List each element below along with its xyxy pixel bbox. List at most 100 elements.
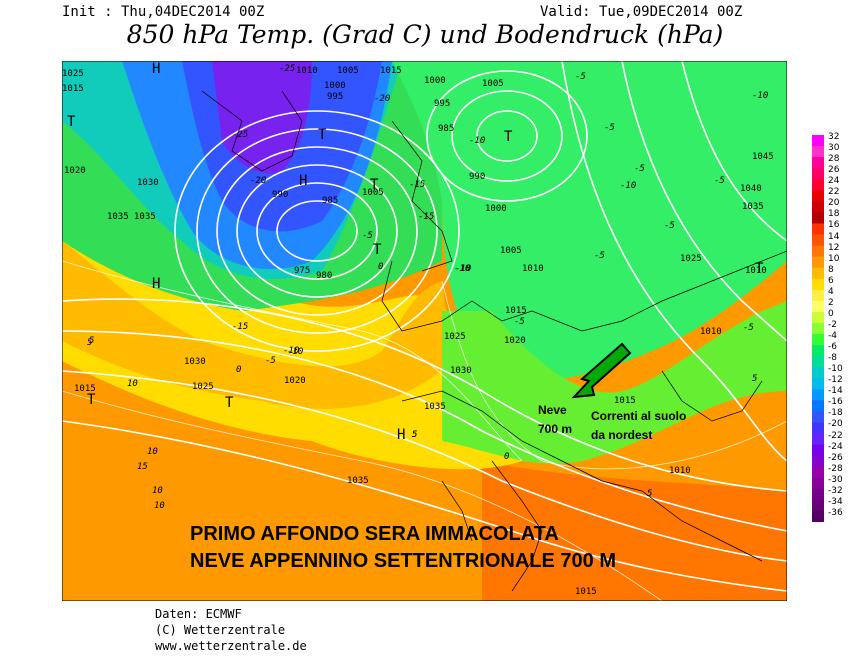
isobars (62, 61, 787, 592)
pressure-label: 1025 (192, 382, 214, 392)
colorbar-label: -26 (828, 452, 843, 463)
correnti-label-2: da nordest (591, 428, 652, 442)
field-dark-orange (482, 461, 787, 601)
colorbar-swatch (812, 168, 824, 180)
pressure-label: 985 (438, 124, 454, 134)
temperature-label: 10 (154, 501, 165, 511)
pressure-center: T (504, 129, 513, 145)
coastlines (201, 90, 787, 592)
pressure-center: T (318, 127, 327, 143)
temperature-label: -10 (752, 91, 768, 101)
colorbar-swatch (812, 267, 824, 280)
temperature-label: -10 (620, 181, 636, 191)
pressure-label: 1015 (505, 306, 527, 316)
colorbar-label: 26 (828, 165, 840, 176)
pressure-label: 1005 (362, 188, 384, 198)
temperature-label: 5 (412, 430, 417, 440)
colorbar-label: -8 (828, 353, 837, 364)
annotation-arrow (571, 342, 632, 399)
temperature-label: 10 (147, 447, 158, 457)
pressure-label: 1015 (380, 66, 402, 76)
temperature-label: -25 (232, 130, 248, 140)
pressure-center-layer: H H H H T T T T T T T T (67, 61, 764, 443)
colorbar-label: -20 (828, 419, 843, 430)
pressure-label: 1045 (752, 152, 774, 162)
temperature-label: -15 (418, 212, 434, 222)
colorbar-label: 18 (828, 209, 840, 220)
colorbar-swatch (812, 400, 824, 412)
colorbar-label: 20 (828, 198, 840, 209)
colorbar-label: 2 (828, 297, 834, 308)
footer-website[interactable]: www.wetterzentrale.de (155, 639, 307, 653)
pressure-center: H (152, 276, 160, 292)
pressure-label: 1010 (669, 466, 691, 476)
pressure-label: 1005 (337, 66, 359, 76)
pressure-center: T (373, 242, 382, 258)
pressure-label: 990 (272, 190, 288, 200)
pressure-label: 1030 (450, 366, 472, 376)
pressure-label: 1005 (482, 79, 504, 89)
colorbar-label: 0 (828, 308, 834, 319)
pressure-label: 975 (294, 266, 310, 276)
temperature-label: 5 (89, 336, 94, 346)
colorbar-swatch (812, 300, 824, 313)
pressure-label: 1025 (444, 332, 466, 342)
pressure-label-layer: 1025 1015 1020 1030 1035 1010 1005 1000 … (62, 66, 774, 597)
colorbar-swatch (812, 488, 824, 501)
valid-time: Valid: Tue,09DEC2014 00Z (540, 4, 743, 20)
temperature-label: -5 (575, 72, 586, 82)
temperature-label: -25 (279, 64, 295, 74)
colorbar-label: 22 (828, 187, 840, 198)
pressure-label: 990 (469, 172, 485, 182)
colorbar-swatch (812, 455, 824, 468)
temperature-label: 5 (752, 374, 757, 384)
pressure-label: 995 (327, 92, 343, 102)
temperature-label: -5 (265, 356, 276, 366)
temperature-label: -10 (287, 347, 303, 357)
weather-map: 1025 1015 1020 1030 1035 1010 1005 1000 … (62, 61, 787, 601)
colorbar-label: -16 (828, 397, 843, 408)
colorbar-swatch (812, 245, 824, 258)
temperature-label: -20 (250, 176, 266, 186)
temperature-label: -10 (455, 264, 471, 274)
temperature-label: 15 (137, 462, 148, 472)
colorbar-label: 30 (828, 143, 840, 154)
pressure-center: T (67, 114, 76, 130)
pressure-label: 1000 (324, 81, 346, 91)
temperature-label: -5 (664, 221, 675, 231)
colorbar-swatch (812, 499, 824, 512)
pressure-label: 1035 (424, 402, 446, 412)
temperature-label: 0 (236, 365, 241, 375)
colorbar-label: -14 (828, 386, 843, 397)
colorbar-label: 28 (828, 154, 840, 165)
field-yellow2 (62, 241, 452, 409)
colorbar-swatch (812, 201, 824, 213)
colorbar (812, 135, 824, 522)
pressure-label: 1030 (184, 357, 206, 367)
colorbar-swatch (812, 422, 824, 435)
colorbar-swatch (812, 444, 824, 457)
temperature-label: -20 (374, 94, 390, 104)
colorbar-label: -18 (828, 408, 843, 419)
temperature-label: -5 (604, 123, 615, 133)
colorbar-label: 24 (828, 176, 840, 187)
pressure-label: 1015 (575, 587, 597, 597)
colorbar-swatch (812, 510, 824, 522)
colorbar-label: -6 (828, 342, 837, 353)
colorbar-swatch (812, 378, 824, 390)
pressure-label: 1015 (74, 384, 96, 394)
temperature-label: 5 (412, 430, 417, 440)
pressure-label: 1040 (740, 184, 762, 194)
footer-copyright: (C) Wetterzentrale (155, 623, 286, 637)
colorbar-swatch (812, 212, 824, 224)
colorbar-swatch (812, 477, 824, 490)
temperature-label: -10 (283, 346, 299, 356)
field-green3 (442, 301, 787, 464)
colorbar-label: -2 (828, 319, 837, 330)
field-green2 (392, 61, 787, 380)
pressure-label: 1025 (680, 254, 702, 264)
correnti-label: Correnti al suolo (591, 409, 686, 423)
temperature-label: -5 (743, 323, 754, 333)
colorbar-swatch (812, 223, 824, 236)
colorbar-label: -30 (828, 474, 843, 485)
